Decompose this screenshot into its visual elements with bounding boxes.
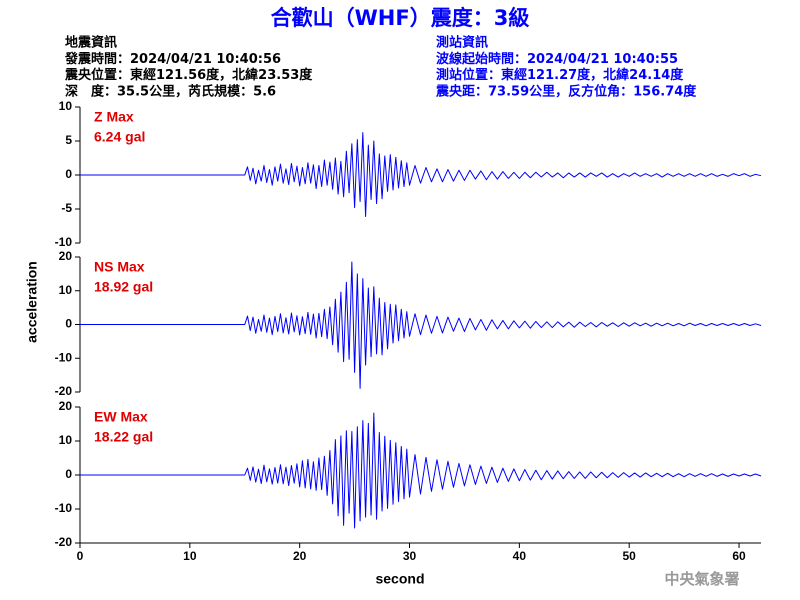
y-tick-label: 20 (59, 249, 73, 263)
y-tick-label: 0 (65, 467, 72, 481)
info-left: 地震資訊 (65, 35, 117, 51)
waveform (80, 412, 762, 529)
y-axis-label: acceleration (24, 261, 40, 343)
max-label: EW Max (94, 409, 148, 425)
chart-title: 合歡山（WHF）震度：3級 (271, 6, 530, 30)
waveform (80, 132, 762, 217)
info-right: 波線起始時間：2024/04/21 10:40:55 (436, 51, 678, 67)
max-value: 18.92 gal (94, 279, 153, 295)
waveform (80, 261, 762, 389)
y-tick-label: 10 (59, 99, 73, 113)
info-left: 深 度：35.5公里，芮氏規模：5.6 (65, 83, 276, 99)
x-tick-label: 40 (513, 549, 527, 563)
info-right: 震央距：73.59公里，反方位角：156.74度 (435, 83, 697, 99)
y-tick-label: -5 (61, 201, 72, 215)
credit: 中央氣象署 (664, 570, 739, 588)
info-right: 測站資訊 (436, 35, 488, 51)
y-tick-label: -10 (55, 350, 73, 364)
x-tick-label: 50 (623, 549, 637, 563)
max-label: Z Max (94, 109, 134, 125)
max-value: 6.24 gal (94, 129, 145, 145)
y-tick-label: -20 (55, 535, 73, 549)
info-right: 測站位置：東經121.27度，北緯24.14度 (436, 67, 684, 83)
y-tick-label: -20 (55, 384, 73, 398)
y-tick-label: -10 (55, 501, 73, 515)
x-tick-label: 10 (183, 549, 197, 563)
y-tick-label: 0 (65, 167, 72, 181)
y-tick-label: -10 (55, 235, 73, 249)
x-axis-label: second (375, 571, 424, 587)
y-tick-label: 20 (59, 399, 73, 413)
y-tick-label: 10 (59, 283, 73, 297)
max-label: NS Max (94, 259, 145, 275)
x-tick-label: 30 (403, 549, 417, 563)
x-tick-label: 60 (732, 549, 746, 563)
y-tick-label: 5 (65, 133, 72, 147)
info-left: 發震時間：2024/04/21 10:40:56 (64, 51, 281, 67)
x-tick-label: 0 (77, 549, 84, 563)
x-tick-label: 20 (293, 549, 307, 563)
info-left: 震央位置：東經121.56度，北緯23.53度 (64, 67, 313, 83)
max-value: 18.22 gal (94, 429, 153, 445)
y-tick-label: 10 (59, 433, 73, 447)
y-tick-label: 0 (65, 317, 72, 331)
